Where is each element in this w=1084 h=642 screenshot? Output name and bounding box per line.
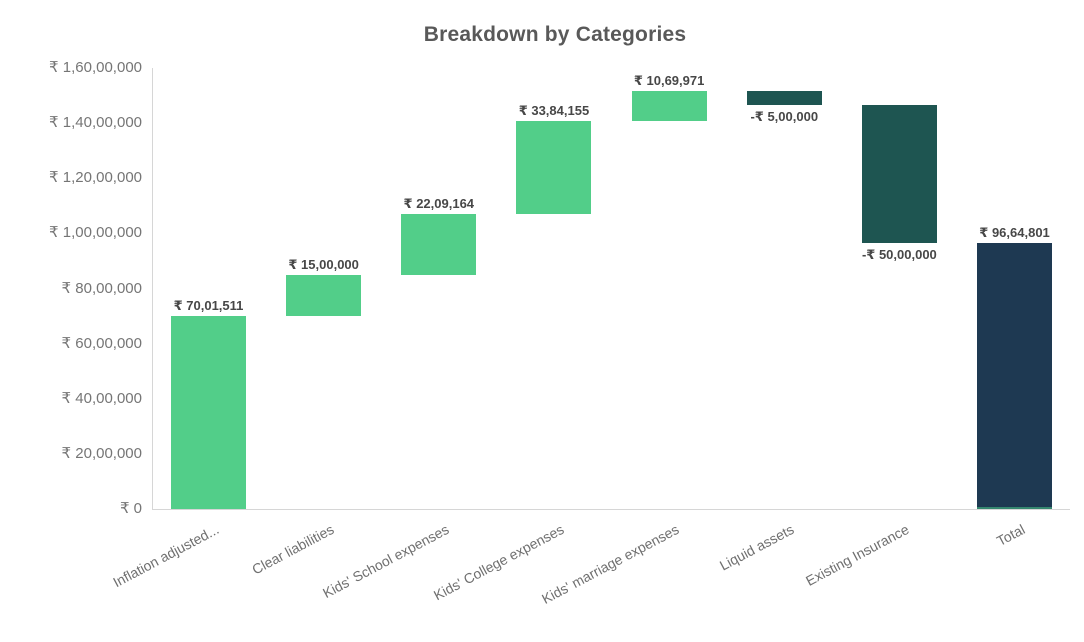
bar-kids-college-expenses[interactable] bbox=[516, 120, 592, 214]
x-axis-line bbox=[152, 509, 1070, 510]
x-axis-label-liquid-assets: Liquid assets bbox=[717, 521, 797, 574]
y-axis-tick-label: ₹ 1,20,00,000 bbox=[49, 169, 142, 187]
y-axis-line bbox=[152, 68, 153, 509]
x-axis-label-total: Total bbox=[993, 521, 1028, 550]
y-axis-tick-label: ₹ 80,00,000 bbox=[61, 279, 142, 297]
y-axis-tick-label: ₹ 1,00,00,000 bbox=[49, 224, 142, 242]
data-label-kids-school-expenses: ₹ 22,09,164 bbox=[403, 195, 475, 211]
x-axis-label-existing-insurance: Existing Insurance bbox=[803, 521, 912, 589]
bar-kids-marriage-expenses[interactable] bbox=[631, 91, 707, 121]
y-axis-tick-label: ₹ 1,60,00,000 bbox=[49, 59, 142, 76]
y-axis-tick-label: ₹ 0 bbox=[119, 500, 142, 517]
bar-existing-insurance[interactable] bbox=[861, 104, 937, 243]
data-label-kids-college-expenses: ₹ 33,84,155 bbox=[518, 102, 590, 118]
data-label-liquid-assets: -₹ 5,00,000 bbox=[750, 108, 819, 124]
data-label-existing-insurance: -₹ 50,00,000 bbox=[861, 246, 937, 262]
data-label-inflation-adjusted: ₹ 70,01,511 bbox=[173, 298, 244, 314]
chart-title: Breakdown by Categories bbox=[423, 23, 687, 46]
bar-clear-liabilities[interactable] bbox=[286, 274, 362, 317]
total-bar-base-strip bbox=[977, 507, 1053, 509]
x-axis-label-inflation-adjusted: Inflation adjusted... bbox=[109, 521, 222, 591]
data-label-total: ₹ 96,64,801 bbox=[979, 224, 1050, 240]
x-axis-label-clear-liabilities: Clear liabilities bbox=[248, 521, 337, 578]
bar-total[interactable] bbox=[977, 242, 1053, 507]
y-axis-tick-label: ₹ 20,00,000 bbox=[61, 444, 142, 462]
bar-kids-school-expenses[interactable] bbox=[401, 213, 477, 275]
data-label-kids-marriage-expenses: ₹ 10,69,971 bbox=[633, 73, 705, 89]
x-axis-label-kids-marriage-expenses: Kids' marriage expenses bbox=[539, 521, 682, 607]
y-axis-tick-label: ₹ 60,00,000 bbox=[61, 334, 142, 352]
data-label-clear-liabilities: ₹ 15,00,000 bbox=[288, 256, 359, 272]
x-axis-label-kids-college-expenses: Kids' College expenses bbox=[430, 521, 567, 604]
bar-liquid-assets[interactable] bbox=[746, 91, 822, 105]
x-axis-label-kids-school-expenses: Kids' School expenses bbox=[319, 521, 452, 602]
y-axis-tick-label: ₹ 40,00,000 bbox=[61, 389, 142, 407]
bar-inflation-adjusted[interactable] bbox=[171, 316, 246, 509]
y-axis-tick-label: ₹ 1,40,00,000 bbox=[49, 114, 142, 132]
